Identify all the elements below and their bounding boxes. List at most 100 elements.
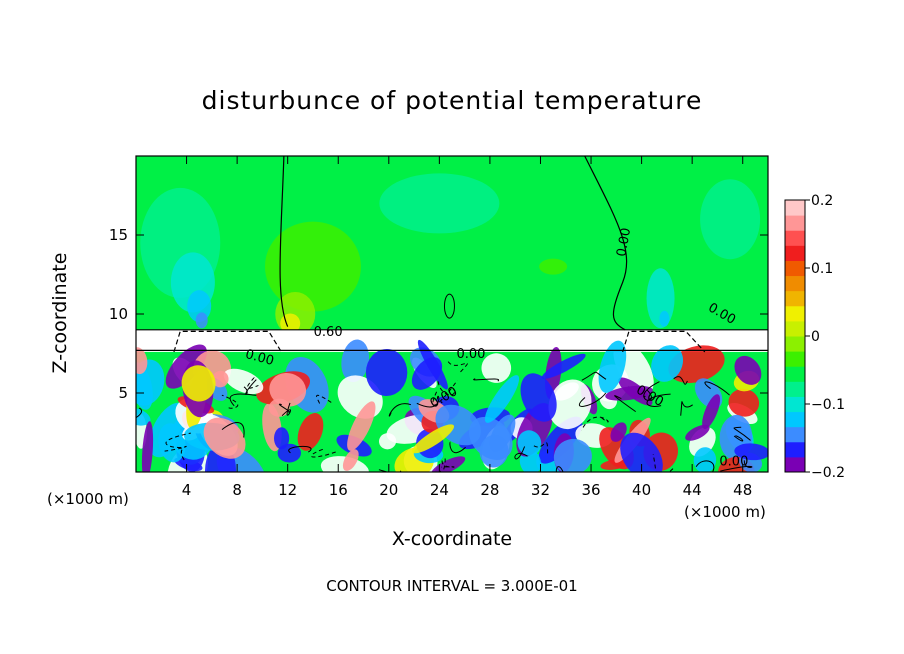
field-blob xyxy=(685,424,710,441)
contour-line xyxy=(437,381,455,396)
field-blob xyxy=(728,388,760,417)
field-blob xyxy=(693,447,717,472)
contour-line xyxy=(229,393,257,407)
colorbar-swatch xyxy=(785,200,805,216)
colorbar-swatch xyxy=(785,396,805,413)
contour-line xyxy=(165,432,191,449)
contour-line xyxy=(733,426,751,441)
field-blob xyxy=(659,310,670,327)
field-blob xyxy=(223,368,264,395)
contour-line xyxy=(310,448,339,458)
contour-label: 0.60 xyxy=(314,325,343,340)
colorbar-swatch xyxy=(785,320,805,337)
field-blob xyxy=(539,258,568,275)
colorbar-tick-label: 0 xyxy=(811,329,820,345)
colorbar-swatch xyxy=(785,381,805,397)
z-tick-label: 15 xyxy=(109,226,128,244)
colorbar-tick-label: −0.1 xyxy=(811,397,845,413)
contour-line xyxy=(680,401,693,416)
contour-line xyxy=(646,393,671,407)
colorbar-swatch xyxy=(785,351,805,367)
field-blob xyxy=(269,372,307,407)
field-blob xyxy=(520,373,557,422)
chart-title: disturbunce of potential temperature xyxy=(201,86,703,115)
contour-line xyxy=(652,454,674,472)
z-tick-label: 5 xyxy=(118,384,128,402)
field-blob xyxy=(610,422,627,442)
contour-line xyxy=(432,380,458,406)
field-blob xyxy=(702,394,721,429)
contour-label: 0.00 xyxy=(719,455,748,470)
colorbar-swatch xyxy=(785,230,805,246)
contour-line xyxy=(164,445,187,461)
colorbar-tick-label: 0.1 xyxy=(811,261,833,277)
contour-line xyxy=(136,407,143,419)
contour-line xyxy=(388,403,412,417)
contour-label: 0.00 xyxy=(456,347,485,362)
field-blob xyxy=(277,443,301,463)
colorbar-swatch xyxy=(785,456,805,473)
contour-line xyxy=(673,376,688,385)
contour-line xyxy=(288,445,312,454)
x-tick-label: 44 xyxy=(683,481,702,499)
contour-line xyxy=(281,402,291,417)
field-blob xyxy=(181,365,216,402)
x-tick-label: 4 xyxy=(182,481,192,499)
field-blob xyxy=(412,424,455,454)
contour-line xyxy=(447,361,468,373)
field-blob xyxy=(417,339,448,390)
contour-line xyxy=(246,376,259,389)
contour-line xyxy=(514,446,528,460)
field-blob xyxy=(379,173,500,234)
field-blob xyxy=(620,432,663,472)
contour-line xyxy=(449,441,466,454)
contour-interval-note: CONTOUR INTERVAL = 3.000E-01 xyxy=(326,577,578,595)
colorbar-swatch xyxy=(785,245,805,261)
x-tick-label: 48 xyxy=(733,481,752,499)
field-blob xyxy=(342,449,359,471)
contour-line xyxy=(279,403,290,413)
field-blob xyxy=(541,353,586,379)
x-unit-label: (×1000 m) xyxy=(684,503,766,521)
contour-label: 0.00 xyxy=(614,227,634,258)
x-tick-label: 16 xyxy=(329,481,348,499)
contour-line xyxy=(473,378,499,382)
x-tick-label: 36 xyxy=(581,481,600,499)
x-tick-label: 40 xyxy=(632,481,651,499)
contour-line xyxy=(279,156,289,327)
colorbar-swatch xyxy=(785,411,805,428)
colorbar-tick-label: 0.2 xyxy=(811,193,833,209)
contour-line xyxy=(733,435,744,442)
colorbar-tick-label: −0.2 xyxy=(811,465,845,481)
contour-line xyxy=(416,395,440,408)
contour-line xyxy=(643,381,660,401)
field-blob xyxy=(274,427,290,450)
colorbar-swatch xyxy=(785,366,805,382)
heatmap-field xyxy=(136,156,768,472)
field-blob xyxy=(141,421,154,472)
field-blob xyxy=(553,438,592,472)
contour-line xyxy=(555,466,564,472)
z-tick-label: 10 xyxy=(109,305,128,323)
contour-line xyxy=(720,460,753,472)
field-blob xyxy=(598,340,627,393)
contour-line xyxy=(443,293,455,319)
field-blob xyxy=(484,375,520,423)
x-tick-label: 12 xyxy=(278,481,297,499)
field-blob xyxy=(379,433,397,450)
field-blob xyxy=(734,443,768,461)
field-blob xyxy=(668,345,725,384)
field-blob xyxy=(264,221,361,312)
colorbar-swatch xyxy=(785,290,805,307)
contour-line xyxy=(533,442,549,455)
colorbar-swatch xyxy=(785,260,805,277)
x-tick-label: 20 xyxy=(379,481,398,499)
contour-line xyxy=(584,156,628,331)
colorbar-swatch xyxy=(785,275,805,292)
x-axis-label: X-coordinate xyxy=(391,528,513,550)
z-unit-label: (×1000 m) xyxy=(47,490,129,508)
field-blob xyxy=(195,312,208,329)
contour-line xyxy=(173,330,282,353)
field-blob xyxy=(365,349,408,396)
